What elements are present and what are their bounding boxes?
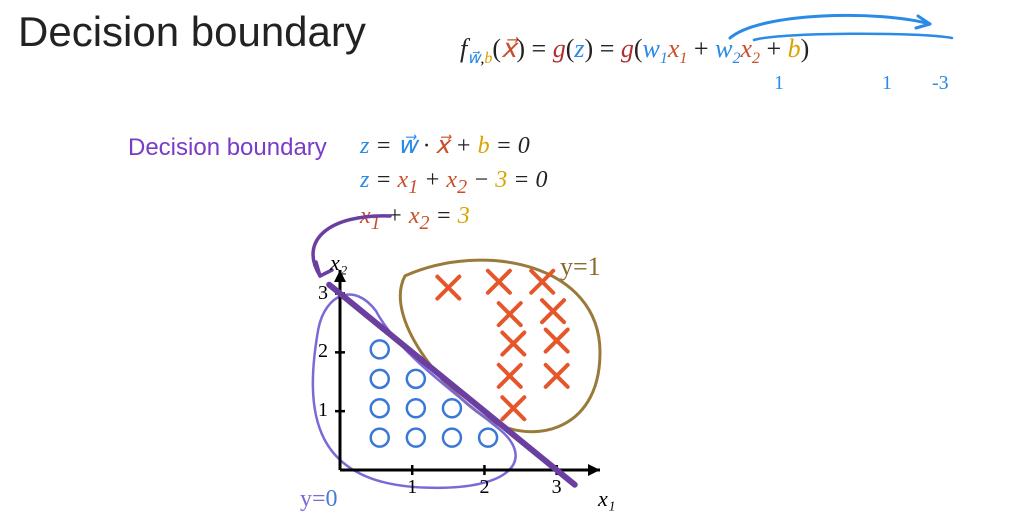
eq1-z: z — [360, 133, 369, 159]
eq-w1: w — [643, 34, 660, 63]
data-point-circle — [371, 370, 389, 388]
eq1-rhs: 0 — [518, 133, 530, 159]
eq-x2-sub: 2 — [752, 50, 760, 67]
data-point-circle — [407, 370, 425, 388]
eq-sub-w: w⃗ — [467, 50, 480, 67]
eq3-x2: x — [409, 203, 420, 229]
eq2-s2: 2 — [457, 175, 467, 197]
eq-g2: g — [621, 34, 634, 63]
eq3-rhs: 3 — [458, 203, 470, 229]
region-y1-blob — [400, 260, 600, 432]
eq-g1: g — [553, 34, 566, 63]
eq-z: z — [574, 34, 584, 63]
data-point-circle — [371, 399, 389, 417]
eq1-b: b — [478, 133, 490, 159]
eq-sub-b: b — [484, 50, 492, 67]
hand-w2-val: 1 — [882, 72, 892, 95]
eq-xvec: x⃗ — [501, 34, 516, 63]
data-point-circle — [407, 399, 425, 417]
eq3-s2: 2 — [420, 212, 430, 234]
y-axis-arrow-icon — [334, 270, 346, 282]
data-point-circle — [371, 429, 389, 447]
data-point-circle — [479, 429, 497, 447]
x-axis-arrow-icon — [588, 464, 600, 476]
x-tick-label: 2 — [479, 476, 489, 499]
eq1-x: x⃗ — [435, 133, 449, 159]
eq2-x2: x — [446, 167, 457, 193]
decision-boundary-label: Decision boundary — [128, 134, 327, 162]
decision-boundary-line — [329, 285, 575, 485]
x-tick-label: 1 — [407, 476, 417, 499]
eq-line-1: z = w⃗ · x⃗ + b = 0 — [360, 130, 547, 164]
eq-w1-sub: 1 — [660, 50, 668, 67]
hand-w1-val: 1 — [774, 72, 784, 95]
y-tick-label: 1 — [318, 399, 328, 422]
data-point-circle — [443, 399, 461, 417]
region-y0-blob — [313, 295, 516, 488]
arrow-top-icon — [720, 4, 960, 44]
page-title: Decision boundary — [18, 8, 366, 56]
data-point-circle — [443, 429, 461, 447]
y-tick-label: 3 — [318, 282, 328, 305]
y-tick-label: 2 — [318, 340, 328, 363]
data-point-circle — [371, 340, 389, 358]
eq-line-2: z = x1 + x2 − 3 = 0 — [360, 164, 547, 201]
scatter-plot — [280, 240, 640, 510]
eq2-s1: 1 — [408, 175, 418, 197]
eq2-rhs: 0 — [535, 167, 547, 193]
hand-b-val: -3 — [932, 72, 949, 95]
eq2-x1: x — [398, 167, 409, 193]
eq2-c: 3 — [495, 167, 507, 193]
x-tick-label: 3 — [552, 476, 562, 499]
eq2-z: z — [360, 167, 369, 193]
data-point-circle — [407, 429, 425, 447]
eq1-w: w⃗ — [398, 133, 418, 159]
eq-x1: x — [668, 34, 680, 63]
